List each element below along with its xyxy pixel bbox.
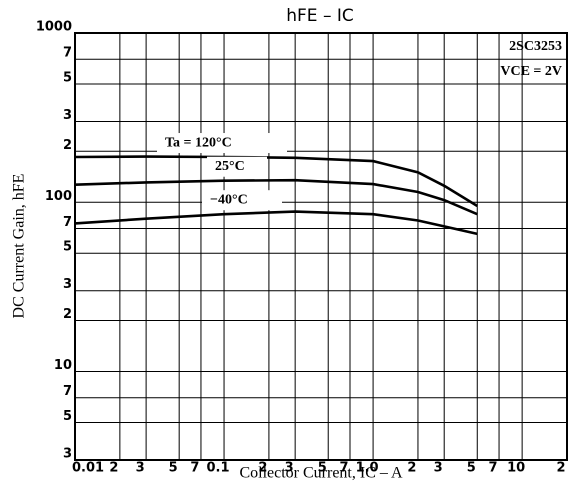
annotation-bg xyxy=(468,36,564,58)
y-tick-label: 7 xyxy=(63,384,72,399)
x-tick-label: 1.0 xyxy=(356,461,379,476)
y-tick-label: 100 xyxy=(45,189,72,204)
series-label: −40°C xyxy=(210,192,248,207)
line-series xyxy=(74,178,478,216)
y-tick-label: 3 xyxy=(63,277,72,292)
x-tick-label: 2 xyxy=(556,461,565,476)
chart-title: hFE – IC xyxy=(286,6,354,26)
y-tick-label: 7 xyxy=(63,215,72,230)
series-label: 25°C xyxy=(215,159,245,174)
x-tick-label: 5 xyxy=(169,461,178,476)
x-tick-label: 5 xyxy=(318,461,327,476)
y-tick-label: 2 xyxy=(63,307,72,322)
x-tick-label: 0.1 xyxy=(207,461,230,476)
x-tick-label: 5 xyxy=(467,461,476,476)
y-tick-label: 5 xyxy=(63,70,72,85)
annotation-bg xyxy=(458,60,564,82)
plot-frame xyxy=(74,32,568,461)
y-tick-label: 5 xyxy=(63,240,72,255)
x-tick-label: 0.01 xyxy=(72,461,104,476)
x-tick-label: 2 xyxy=(407,461,416,476)
annotation: VCE = 2V xyxy=(500,64,562,79)
x-tick-label: 3 xyxy=(285,461,294,476)
x-axis-label: Collector Current, IC – A xyxy=(239,465,403,482)
x-tick-label: 10 xyxy=(507,461,525,476)
x-tick-label: 2 xyxy=(109,461,118,476)
annotation: 2SC3253 xyxy=(509,39,562,54)
line-series xyxy=(74,155,478,208)
y-tick-label: 10 xyxy=(54,358,72,373)
y-axis-label: DC Current Gain, hFE xyxy=(11,174,28,319)
x-tick-label: 7 xyxy=(489,461,498,476)
x-tick-label: 7 xyxy=(339,461,348,476)
label-bg xyxy=(202,190,282,211)
x-tick-label: 7 xyxy=(190,461,199,476)
x-tick-label: 3 xyxy=(136,461,145,476)
y-tick-label: 3 xyxy=(63,447,72,462)
x-tick-label: 2 xyxy=(258,461,267,476)
label-bg xyxy=(207,156,267,177)
line-series xyxy=(74,210,478,236)
y-tick-label: 5 xyxy=(63,409,72,424)
y-tick-label: 2 xyxy=(63,138,72,153)
label-bg xyxy=(157,133,287,154)
x-tick-label: 3 xyxy=(434,461,443,476)
y-tick-label: 1000 xyxy=(36,20,72,35)
series-label: Ta = 120°C xyxy=(165,135,232,150)
y-tick-label: 7 xyxy=(63,46,72,61)
y-tick-label: 3 xyxy=(63,108,72,123)
